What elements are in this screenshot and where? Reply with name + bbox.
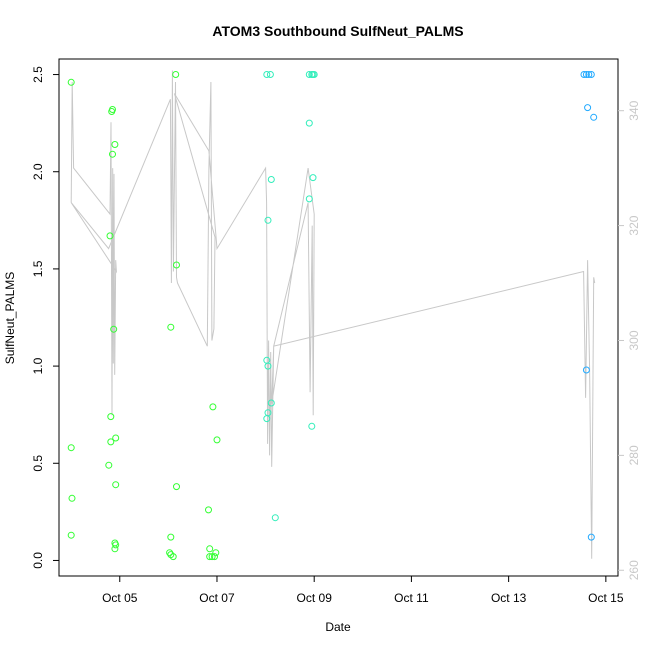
data-point (305, 119, 313, 127)
y2-tick-label: 280 (627, 445, 641, 465)
data-point (305, 71, 313, 78)
data-point (67, 444, 75, 452)
data-point (212, 549, 220, 557)
data-point (587, 533, 595, 541)
y-axis-label: SulfNeut_PALMS (3, 272, 17, 365)
y-tick-label: 0.5 (31, 455, 45, 472)
data-point (211, 553, 218, 561)
x-tick-label: Oct 11 (394, 591, 429, 605)
data-point (167, 533, 175, 541)
data-point (264, 216, 272, 224)
data-point (166, 549, 174, 557)
plot-frame (58, 58, 619, 577)
data-point (585, 71, 593, 78)
data-point (112, 541, 120, 549)
data-point (266, 71, 274, 78)
y-tick-label: 1.0 (31, 357, 45, 374)
x-tick-label: Oct 09 (297, 591, 333, 605)
secondary-line-layer (70, 70, 596, 559)
data-point (68, 494, 76, 502)
data-point (305, 195, 313, 203)
chart-title: ATOM3 Southbound SulfNeut_PALMS (212, 23, 463, 39)
y-tick-label: 0.0 (31, 552, 45, 569)
data-point (264, 362, 272, 370)
data-point (173, 483, 180, 491)
data-point (107, 413, 115, 421)
data-point (105, 461, 113, 469)
data-point (169, 553, 177, 561)
data-point (584, 104, 592, 112)
data-point (111, 141, 119, 148)
data-point (208, 553, 216, 561)
y2-tick-label: 340 (627, 100, 641, 120)
data-point (67, 78, 75, 86)
data-point (263, 71, 271, 78)
y-tick-label: 1.5 (31, 260, 45, 277)
data-point (67, 531, 75, 539)
data-point (206, 545, 214, 553)
points-layer (67, 71, 598, 561)
data-point (167, 323, 175, 331)
y-tick-label: 2.5 (31, 66, 45, 83)
y2-tick-label: 320 (627, 215, 641, 235)
data-point (310, 71, 318, 78)
data-point (582, 366, 590, 374)
data-point (109, 106, 116, 113)
x-axis-label: Date (325, 620, 351, 634)
data-point (173, 261, 180, 269)
y-tick-label: 2.0 (31, 163, 45, 180)
x-tick-label: Oct 07 (199, 591, 235, 605)
data-point (580, 71, 588, 78)
data-point (587, 71, 595, 78)
data-point (263, 415, 271, 423)
data-point (213, 436, 221, 444)
data-point (112, 481, 120, 489)
data-point (109, 150, 116, 158)
data-point (267, 399, 275, 407)
data-point (106, 232, 114, 240)
data-point (590, 113, 598, 121)
data-point (267, 176, 275, 183)
axes-layer: Oct 05 Oct 07 Oct 09 Oct 11 Oct 13 Oct 15 0.0 0… (31, 66, 641, 605)
data-point (271, 514, 279, 522)
x-tick-label: Oct 13 (491, 591, 527, 605)
y2-tick-label: 300 (627, 330, 641, 350)
data-point (112, 434, 120, 442)
data-point (110, 325, 118, 333)
data-point (582, 71, 590, 78)
secondary-line (70, 70, 596, 559)
x-tick-label: Oct 15 (588, 591, 624, 605)
data-point (308, 422, 316, 430)
data-point (205, 506, 212, 514)
x-tick-label: Oct 05 (102, 591, 138, 605)
data-point (206, 553, 214, 561)
data-point (111, 545, 119, 553)
data-point (172, 71, 180, 78)
data-point (309, 174, 317, 182)
y2-tick-label: 260 (627, 560, 641, 580)
data-point (209, 403, 217, 411)
data-point (107, 438, 115, 446)
